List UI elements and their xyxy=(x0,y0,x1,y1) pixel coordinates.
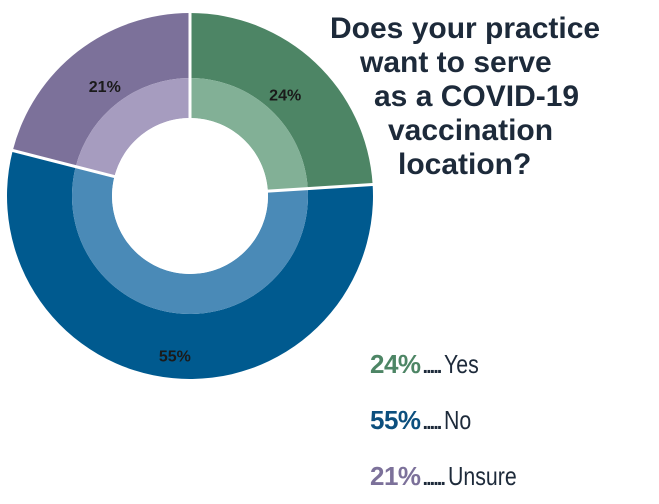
chart-title: Does your practice want to serve as a CO… xyxy=(318,12,658,182)
slice-separator xyxy=(265,182,375,193)
data-label-unsure: 21% xyxy=(89,79,121,96)
slice-separator xyxy=(10,148,117,179)
legend-item-yes: 24% ..... Yes xyxy=(370,336,532,392)
slice-outer-unsure xyxy=(12,13,190,167)
slice-inner-unsure xyxy=(75,78,190,177)
slice-outer-yes xyxy=(190,13,373,189)
inner-ring xyxy=(72,78,309,314)
title-line-5: location? xyxy=(398,148,532,181)
legend-percent-yes: 24% xyxy=(370,348,421,379)
donut-chart: 24% 55% 21% xyxy=(7,11,375,379)
legend-label-yes: Yes xyxy=(444,348,480,379)
donut-hole xyxy=(112,118,268,274)
title-line-1: Does your practice xyxy=(330,12,601,45)
slice-outer-no xyxy=(7,150,374,379)
data-label-no: 55% xyxy=(159,348,191,365)
title-line-2: want to serve xyxy=(360,46,552,79)
slice-inner-yes xyxy=(190,78,308,192)
legend-percent-no: 55% xyxy=(370,404,421,435)
legend-dot-leader: ...... xyxy=(422,467,446,490)
legend-label-unsure: Unsure xyxy=(447,460,517,491)
legend: 24% ..... Yes 55% ..... No 21% ...... Un… xyxy=(370,336,532,504)
title-line-3: as a COVID-19 xyxy=(374,80,580,113)
data-label-yes: 24% xyxy=(269,88,301,105)
legend-item-unsure: 21% ...... Unsure xyxy=(370,448,532,504)
legend-dot-leader: ..... xyxy=(422,355,443,378)
legend-item-no: 55% ..... No xyxy=(370,392,532,448)
slice-inner-no xyxy=(72,166,309,314)
legend-dot-leader: ..... xyxy=(422,411,443,434)
slice-separators xyxy=(10,11,375,193)
legend-label-no: No xyxy=(444,404,472,435)
outer-ring xyxy=(7,13,374,379)
legend-percent-unsure: 21% xyxy=(370,460,421,491)
slice-labels: 24% 55% 21% xyxy=(89,79,301,365)
title-line-4: vaccination xyxy=(388,114,554,147)
